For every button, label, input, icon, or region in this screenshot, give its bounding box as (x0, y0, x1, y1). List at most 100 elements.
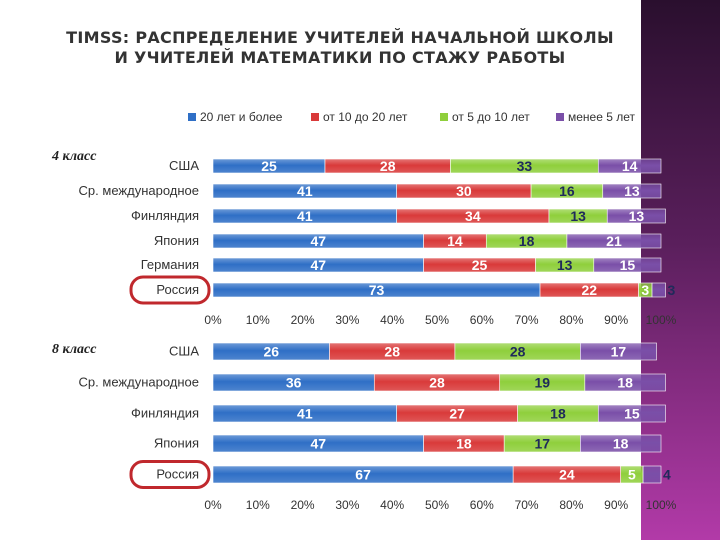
legend-swatch-2 (440, 113, 448, 121)
bar-segment-grade4-0-3 (597, 158, 662, 174)
category-label-grade8-2: Финляндия (131, 406, 199, 421)
bar-segment-grade4-2-3 (606, 208, 666, 224)
data-label-grade8-4-0: 67 (355, 467, 371, 483)
data-label-grade4-4-2: 13 (557, 257, 573, 273)
data-label-grade4-1-1: 30 (456, 183, 472, 199)
data-label-grade8-4-3: 4 (663, 467, 671, 483)
category-label-grade8-3: Япония (154, 436, 199, 451)
data-label-grade4-5-0: 73 (369, 282, 385, 298)
data-label-grade4-0-3: 14 (622, 158, 638, 174)
data-label-grade8-4-1: 24 (559, 467, 575, 483)
bar-segment-grade8-1-3 (584, 373, 666, 392)
data-label-grade4-4-0: 47 (310, 257, 326, 273)
tick-label-grade4-3: 30% (335, 313, 359, 327)
category-label-grade4-2: Финляндия (131, 208, 199, 223)
data-label-grade4-5-1: 22 (582, 282, 598, 298)
data-label-grade4-0-2: 33 (517, 158, 533, 174)
data-label-grade8-2-3: 15 (624, 406, 640, 422)
data-label-grade8-3-0: 47 (310, 436, 326, 452)
tick-label-grade8-0: 0% (204, 498, 222, 512)
legend-label-2: от 5 до 10 лет (452, 110, 530, 124)
legend-label-0: 20 лет и более (200, 110, 283, 124)
tick-label-grade8-4: 40% (380, 498, 404, 512)
highlight-ring-grade8 (129, 460, 211, 489)
tick-label-grade4-8: 80% (559, 313, 583, 327)
tick-label-grade4-7: 70% (515, 313, 539, 327)
tick-label-grade4-2: 20% (291, 313, 315, 327)
data-label-grade4-1-0: 41 (297, 183, 313, 199)
data-label-grade8-3-3: 18 (613, 436, 629, 452)
data-label-grade4-3-0: 47 (310, 233, 326, 249)
tick-label-grade4-10: 100% (646, 313, 677, 327)
category-label-grade4-4: Германия (141, 257, 199, 272)
data-label-grade4-5-3: 3 (667, 282, 675, 298)
bar-segment-grade4-1-3 (602, 183, 662, 199)
legend-swatch-3 (556, 113, 564, 121)
panel-label-grade8: 8 класс (52, 342, 97, 357)
tick-label-grade8-8: 80% (559, 498, 583, 512)
tick-label-grade8-5: 50% (425, 498, 449, 512)
tick-label-grade8-10: 100% (646, 498, 677, 512)
title-line-2: И УЧИТЕЛЕЙ МАТЕМАТИКИ ПО СТАЖУ РАБОТЫ (114, 48, 566, 67)
category-label-grade8-4: Россия (156, 467, 199, 482)
data-label-grade8-2-1: 27 (449, 406, 465, 422)
legend-swatch-1 (311, 113, 319, 121)
category-label-grade4-0: США (169, 158, 199, 173)
legend-label-3: менее 5 лет (568, 110, 636, 124)
tick-label-grade8-3: 30% (335, 498, 359, 512)
page-title: TIMSS: РАСПРЕДЕЛЕНИЕ УЧИТЕЛЕЙ НАЧАЛЬНОЙ … (40, 28, 640, 68)
data-label-grade4-5-2: 3 (641, 282, 649, 298)
highlight-ring-grade4 (129, 275, 211, 305)
category-label-grade4-5: Россия (156, 282, 199, 297)
tick-label-grade8-6: 60% (470, 498, 494, 512)
tick-label-grade8-2: 20% (291, 498, 315, 512)
tick-label-grade8-1: 10% (246, 498, 270, 512)
tick-label-grade4-0: 0% (204, 313, 222, 327)
data-label-grade8-3-1: 18 (456, 436, 472, 452)
bar-segment-grade8-3-3 (580, 434, 662, 453)
data-label-grade8-4-2: 5 (628, 467, 636, 483)
bar-segment-grade4-4-3 (593, 257, 662, 273)
data-label-grade4-2-3: 13 (629, 208, 645, 224)
tick-label-grade4-9: 90% (604, 313, 628, 327)
tick-label-grade8-7: 70% (515, 498, 539, 512)
title-line-1: TIMSS: РАСПРЕДЕЛЕНИЕ УЧИТЕЛЕЙ НАЧАЛЬНОЙ … (66, 28, 614, 47)
data-label-grade8-1-2: 19 (534, 375, 550, 391)
data-label-grade4-4-1: 25 (472, 257, 488, 273)
data-label-grade8-1-3: 18 (617, 375, 633, 391)
tick-label-grade4-5: 50% (425, 313, 449, 327)
bar-segment-grade8-2-3 (597, 404, 666, 423)
data-label-grade4-0-0: 25 (261, 158, 277, 174)
category-label-grade4-1: Ср. международное (79, 183, 199, 198)
tick-label-grade8-9: 90% (604, 498, 628, 512)
data-label-grade8-2-0: 41 (297, 406, 313, 422)
data-label-grade4-1-2: 16 (559, 183, 575, 199)
data-label-grade4-3-3: 21 (606, 233, 622, 249)
bar-segment-grade4-3-3 (566, 233, 662, 249)
data-label-grade8-3-2: 17 (534, 436, 550, 452)
bar-segment-grade8-4-3 (642, 465, 662, 484)
legend-swatch-0 (188, 113, 196, 121)
tick-label-grade4-6: 60% (470, 313, 494, 327)
data-label-grade4-2-0: 41 (297, 208, 313, 224)
data-label-grade8-0-1: 28 (384, 344, 400, 360)
tick-label-grade4-4: 40% (380, 313, 404, 327)
data-label-grade4-3-2: 18 (519, 233, 535, 249)
panel-label-grade4: 4 класс (51, 149, 97, 164)
data-label-grade4-1-3: 13 (624, 183, 640, 199)
data-label-grade4-3-1: 14 (447, 233, 463, 249)
bar-segment-grade8-0-3 (580, 342, 657, 361)
data-label-grade4-4-3: 15 (620, 257, 636, 273)
data-label-grade4-0-1: 28 (380, 158, 396, 174)
data-label-grade8-1-1: 28 (429, 375, 445, 391)
bar-segment-grade4-5-3 (651, 282, 666, 298)
category-label-grade8-0: США (169, 344, 199, 359)
data-label-grade4-2-2: 13 (570, 208, 586, 224)
data-label-grade8-2-2: 18 (550, 406, 566, 422)
tick-label-grade4-1: 10% (246, 313, 270, 327)
legend-label-1: от 10 до 20 лет (323, 110, 408, 124)
data-label-grade8-0-3: 17 (611, 344, 627, 360)
data-label-grade8-0-0: 26 (263, 344, 279, 360)
data-label-grade8-1-0: 36 (286, 375, 302, 391)
